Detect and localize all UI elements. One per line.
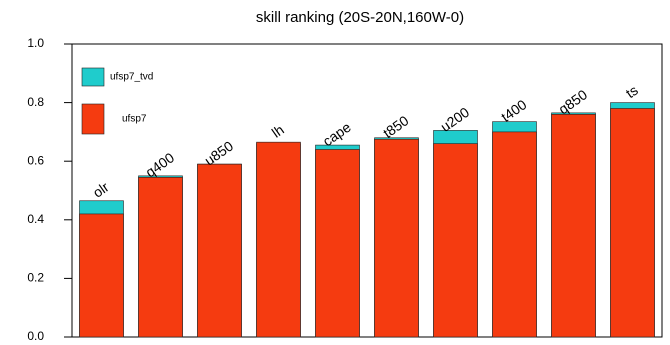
category-label: t400: [498, 96, 530, 125]
bar: [492, 131, 537, 338]
category-label: ts: [623, 82, 641, 101]
y-tick-label: 0.2: [27, 271, 44, 285]
bar: [256, 141, 301, 338]
category-label: lh: [269, 121, 287, 140]
plot-frame: [71, 43, 663, 338]
y-tick-label: 0.8: [27, 95, 44, 109]
category-label: t850: [380, 112, 412, 141]
legend-swatch: [81, 103, 105, 135]
y-tick-label: 0.6: [27, 153, 44, 167]
y-tick-label: 0.4: [27, 212, 44, 226]
bar: [197, 163, 242, 338]
bar: [610, 108, 655, 338]
bar: [374, 138, 419, 338]
y-tick-label: 1.0: [27, 36, 44, 50]
legend-swatch: [81, 67, 105, 87]
chart-title: skill ranking (20S-20N,160W-0): [256, 9, 464, 26]
bar: [551, 114, 596, 338]
y-tick-label: 0.0: [27, 329, 44, 343]
bar: [138, 177, 183, 338]
bar: [315, 149, 360, 338]
legend-label: ufsp7_tvd: [110, 72, 153, 83]
bar: [433, 143, 478, 338]
category-label: olr: [90, 178, 112, 200]
category-label: cape: [320, 119, 354, 150]
legend-label: ufsp7: [122, 114, 147, 125]
bar: [79, 213, 124, 338]
